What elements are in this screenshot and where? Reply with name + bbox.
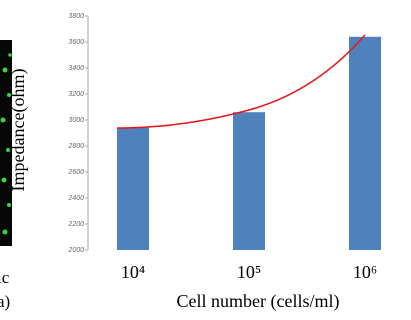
y-tick-label: 2200 bbox=[67, 221, 84, 228]
y-tick-label: 2600 bbox=[67, 169, 84, 176]
y-tick-label: 3800 bbox=[68, 13, 84, 20]
y-tick-label: 3400 bbox=[68, 65, 84, 72]
x-axis-label: Cell number (cells/ml) bbox=[177, 291, 340, 312]
y-tick-label: 3000 bbox=[68, 117, 84, 124]
x-tick-label: 10⁵ bbox=[237, 262, 261, 282]
caption-fragment: a) bbox=[0, 292, 10, 311]
y-tick-label: 2400 bbox=[67, 195, 84, 202]
y-tick-label: 2000 bbox=[67, 247, 84, 254]
x-tick-label: 10⁴ bbox=[121, 262, 145, 282]
y-tick-label: 3600 bbox=[68, 39, 84, 46]
bar bbox=[117, 128, 149, 250]
bar bbox=[349, 37, 381, 250]
caption-fragment: ic bbox=[0, 268, 10, 287]
x-tick-label: 10⁶ bbox=[353, 262, 377, 282]
bar bbox=[233, 112, 265, 250]
figure: ic a) Impedance(ohm) Cell number (cells/… bbox=[0, 0, 411, 320]
y-tick-label: 3200 bbox=[68, 91, 84, 98]
y-tick-label: 2800 bbox=[67, 143, 84, 150]
y-axis-label: Impedance(ohm) bbox=[8, 69, 29, 192]
